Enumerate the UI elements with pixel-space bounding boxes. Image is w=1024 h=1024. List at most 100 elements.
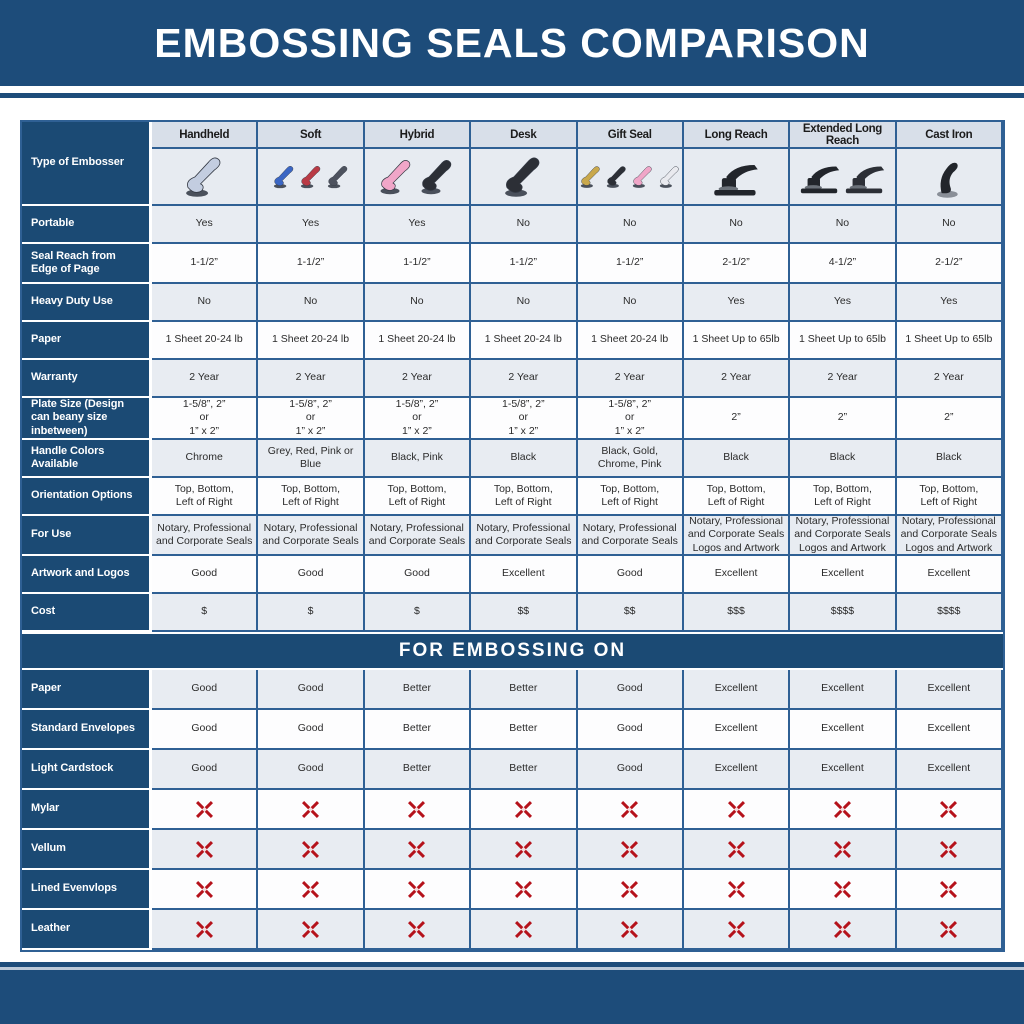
not-suitable-x-icon — [195, 880, 213, 898]
cell-lined-evenvlops-extended-long-reach — [790, 870, 897, 910]
cell-heavy-duty-use-cast-iron: Yes — [896, 284, 1003, 322]
cell-for-use-soft: Notary, Professional and Corporate Seals — [258, 516, 365, 556]
not-suitable-x-icon — [514, 840, 532, 858]
cell-portable-cast-iron: No — [896, 206, 1003, 244]
cell-paper-handheld: Good — [152, 670, 259, 710]
cell-handle-colors-available-gift-seal: Black, Gold, Chrome, Pink — [577, 440, 684, 478]
cell-cost-soft: $ — [258, 594, 365, 632]
cell-artwork-and-logos-handheld: Good — [152, 556, 259, 594]
cell-warranty-cast-iron: 2 Year — [896, 360, 1003, 398]
cell-portable-gift-seal: No — [577, 206, 684, 244]
cell-paper-cast-iron: 1 Sheet Up to 65lb — [896, 322, 1003, 360]
not-suitable-x-icon — [940, 920, 958, 938]
row-label-paper: Paper — [22, 322, 152, 360]
handheld-embosser-glyph — [421, 159, 452, 194]
not-suitable-x-icon — [621, 920, 639, 938]
cell-portable-soft: Yes — [258, 206, 365, 244]
not-suitable-x-icon — [727, 880, 745, 898]
cell-artwork-and-logos-desk: Excellent — [471, 556, 578, 594]
cell-for-use-handheld: Notary, Professional and Corporate Seals — [152, 516, 259, 556]
press-embosser-glyph — [714, 164, 758, 195]
corner-label-type-of-embosser: Type of Embosser — [22, 122, 152, 206]
cell-standard-envelopes-cast-iron: Excellent — [896, 710, 1003, 750]
column-header-long-reach: Long Reach — [683, 122, 791, 149]
cell-standard-envelopes-soft: Good — [258, 710, 365, 750]
cell-orientation-options-desk: Top, Bottom, Left of Right — [471, 478, 578, 516]
cell-heavy-duty-use-desk: No — [471, 284, 578, 322]
cell-lined-evenvlops-soft — [258, 870, 365, 910]
cell-for-use-hybrid: Notary, Professional and Corporate Seals — [364, 516, 472, 556]
footer-bar — [0, 970, 1024, 1024]
row-label-warranty: Warranty — [22, 360, 152, 398]
row-label-plate-size-design-can-beany-size-inbetween: Plate Size (Design can beany size inbetw… — [22, 398, 152, 440]
cell-heavy-duty-use-extended-long-reach: Yes — [790, 284, 897, 322]
cell-vellum-desk — [471, 830, 578, 870]
column-header-hybrid: Hybrid — [364, 122, 472, 149]
column-header-desk: Desk — [471, 122, 578, 149]
press-embosser-glyph — [845, 165, 885, 193]
not-suitable-x-icon — [408, 840, 426, 858]
row-label-vellum: Vellum — [22, 830, 152, 870]
not-suitable-x-icon — [727, 800, 745, 818]
cell-vellum-soft — [258, 830, 365, 870]
not-suitable-x-icon — [621, 880, 639, 898]
cell-vellum-hybrid — [364, 830, 472, 870]
cell-mylar-extended-long-reach — [790, 790, 897, 830]
cell-paper-soft: 1 Sheet 20-24 lb — [258, 322, 365, 360]
not-suitable-x-icon — [727, 840, 745, 858]
cell-lined-evenvlops-hybrid — [364, 870, 472, 910]
not-suitable-x-icon — [833, 840, 851, 858]
cell-leather-long-reach — [683, 910, 791, 950]
cell-heavy-duty-use-long-reach: Yes — [683, 284, 791, 322]
extended-long-reach-embosser-image — [790, 149, 897, 206]
not-suitable-x-icon — [833, 880, 851, 898]
handheld-embosser-glyph — [606, 165, 626, 188]
column-header-cast-iron: Cast Iron — [896, 122, 1003, 149]
handheld-embosser-image — [152, 149, 259, 206]
cell-standard-envelopes-extended-long-reach: Excellent — [790, 710, 897, 750]
cell-mylar-gift-seal — [577, 790, 684, 830]
cell-paper-extended-long-reach: 1 Sheet Up to 65lb — [790, 322, 897, 360]
not-suitable-x-icon — [833, 920, 851, 938]
cell-mylar-cast-iron — [896, 790, 1003, 830]
cell-leather-cast-iron — [896, 910, 1003, 950]
press-embosser-glyph — [800, 165, 840, 193]
cell-warranty-hybrid: 2 Year — [364, 360, 472, 398]
cell-paper-gift-seal: Good — [577, 670, 684, 710]
cell-handle-colors-available-long-reach: Black — [683, 440, 791, 478]
cell-standard-envelopes-long-reach: Excellent — [683, 710, 791, 750]
cell-paper-handheld: 1 Sheet 20-24 lb — [152, 322, 259, 360]
row-label-seal-reach-from-edge-of-page: Seal Reach from Edge of Page — [22, 244, 152, 284]
cell-for-use-extended-long-reach: Notary, Professional and Corporate Seals… — [790, 515, 897, 556]
row-label-for-use: For Use — [22, 516, 152, 556]
cell-paper-desk: Better — [471, 670, 578, 710]
cell-mylar-long-reach — [683, 790, 791, 830]
not-suitable-x-icon — [940, 800, 958, 818]
cast-iron-embosser-glyph — [937, 162, 959, 198]
cell-orientation-options-gift-seal: Top, Bottom, Left of Right — [577, 478, 684, 516]
not-suitable-x-icon — [408, 880, 426, 898]
cell-mylar-handheld — [152, 790, 259, 830]
cell-heavy-duty-use-gift-seal: No — [577, 284, 684, 322]
cell-leather-gift-seal — [577, 910, 684, 950]
cell-light-cardstock-hybrid: Better — [364, 750, 472, 790]
not-suitable-x-icon — [514, 880, 532, 898]
cell-seal-reach-from-edge-of-page-gift-seal: 1-1/2” — [577, 244, 684, 284]
not-suitable-x-icon — [514, 800, 532, 818]
column-header-gift-seal: Gift Seal — [577, 122, 684, 149]
cell-warranty-handheld: 2 Year — [152, 360, 259, 398]
cell-paper-long-reach: Excellent — [683, 670, 791, 710]
cell-warranty-extended-long-reach: 2 Year — [790, 360, 897, 398]
cell-artwork-and-logos-long-reach: Excellent — [683, 556, 791, 594]
cell-portable-hybrid: Yes — [364, 206, 472, 244]
cell-warranty-soft: 2 Year — [258, 360, 365, 398]
comparison-table: Type of Embosser Handheld Soft Hybrid Desk Gi… — [20, 120, 1005, 952]
cell-light-cardstock-handheld: Good — [152, 750, 259, 790]
cast-iron-embosser-image — [896, 149, 1003, 206]
cell-orientation-options-handheld: Top, Bottom, Left of Right — [152, 478, 259, 516]
cell-standard-envelopes-hybrid: Better — [364, 710, 472, 750]
cell-vellum-gift-seal — [577, 830, 684, 870]
row-label-standard-envelopes: Standard Envelopes — [22, 710, 152, 750]
cell-paper-gift-seal: 1 Sheet 20-24 lb — [577, 322, 684, 360]
cell-paper-cast-iron: Excellent — [896, 670, 1003, 710]
